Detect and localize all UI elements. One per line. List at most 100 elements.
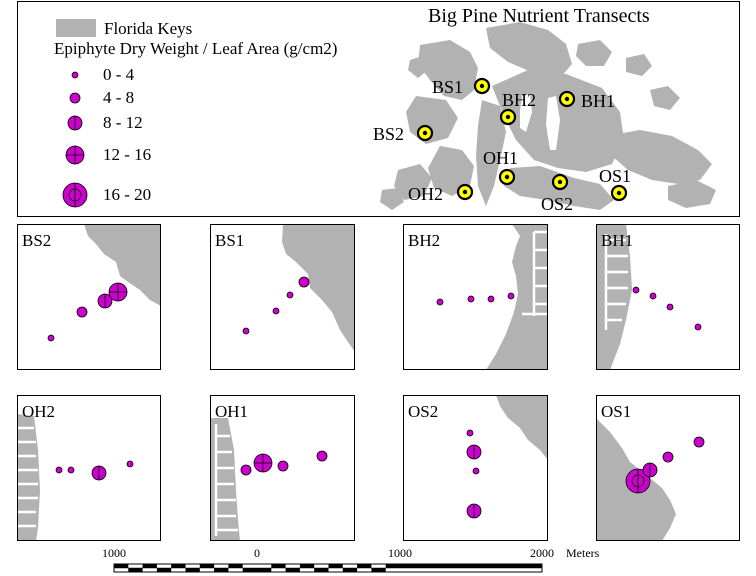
sample-marker: [76, 306, 88, 318]
scale-tick-label: 1000: [102, 546, 126, 560]
panel-frame: [596, 395, 740, 541]
sample-marker: [298, 276, 310, 288]
sample-marker: [69, 92, 81, 104]
panel-label-bs1: BS1: [215, 231, 244, 250]
panel-label-oh2: OH2: [22, 402, 55, 421]
scale-tick-label: 0: [254, 546, 260, 560]
legend-land-label: Florida Keys: [104, 19, 192, 38]
legend-class-label: 16 - 20: [103, 185, 151, 204]
sample-marker: [466, 503, 482, 519]
panel-frame: [17, 395, 161, 541]
panel-land-bh2: [486, 224, 548, 370]
panel-frame: [403, 395, 548, 541]
sample-marker: [625, 468, 651, 494]
map-title: Big Pine Nutrient Transects: [428, 5, 650, 27]
sample-marker: [466, 444, 482, 460]
site-marker-oh1: [498, 168, 516, 186]
site-marker-bs1: [473, 77, 491, 95]
panel-land-oh1: [210, 418, 240, 541]
legend-class-label: 8 - 12: [103, 113, 143, 132]
sample-marker: [65, 145, 85, 165]
legend-symbols: [62, 71, 88, 208]
legend-class-label: 0 - 4: [103, 65, 135, 84]
panel-label-os2: OS2: [408, 402, 438, 421]
sample-marker: [693, 436, 705, 448]
sample-marker: [436, 298, 444, 306]
panel-label-os1: OS1: [601, 402, 631, 421]
panel-frame: [210, 395, 355, 541]
sample-marker: [507, 292, 515, 300]
site-marker-os1: [610, 184, 628, 202]
sample-marker: [71, 71, 79, 79]
overview-map: BS1 BH2 BH1 BS2 OH1 OH2 OS2 OS1 Big Pine Nutrie…: [373, 5, 716, 214]
panel-land-bh1: [596, 224, 632, 370]
sample-marker: [662, 451, 674, 463]
panel-samples: [47, 276, 705, 519]
sample-marker: [649, 292, 657, 300]
panel-label-bh2: BH2: [408, 231, 440, 250]
panel-frames: [17, 1, 740, 541]
legend-class-label: 4 - 8: [103, 88, 134, 107]
site-marker-os2: [551, 173, 569, 191]
site-marker-bs2: [416, 124, 434, 142]
sample-marker: [277, 460, 289, 472]
sample-marker: [108, 282, 128, 302]
legend-land-swatch: [56, 19, 96, 37]
sample-marker: [316, 450, 328, 462]
panel-label-oh1: OH1: [215, 402, 248, 421]
sample-marker: [286, 291, 294, 299]
panel-land-oh2: [17, 414, 40, 541]
panel-label-bs2: BS2: [22, 231, 51, 250]
site-marker-bh1: [558, 90, 576, 108]
sample-marker: [694, 323, 702, 331]
sample-marker: [467, 295, 475, 303]
sample-marker: [91, 465, 107, 481]
site-label: BH2: [502, 90, 536, 110]
scale-bar: 1000 0 1000 2000 Meters: [102, 546, 600, 573]
sample-marker: [67, 115, 83, 131]
site-label: BS2: [373, 124, 404, 144]
site-label: OH2: [408, 184, 443, 204]
legend: Florida Keys Epiphyte Dry Weight / Leaf …: [54, 19, 337, 208]
panel-label-bh1: BH1: [601, 231, 633, 250]
site-label: BS1: [432, 77, 463, 97]
site-label: BH1: [581, 91, 615, 111]
panel-frame: [403, 224, 548, 370]
site-label: OS1: [599, 166, 631, 186]
sample-marker: [126, 460, 134, 468]
sample-marker: [240, 464, 252, 476]
sample-marker: [242, 327, 250, 335]
sample-marker: [632, 286, 640, 294]
overview-frame: [17, 1, 740, 217]
sample-marker: [487, 295, 495, 303]
sample-marker: [253, 453, 273, 473]
site-label: OH1: [483, 148, 518, 168]
sample-marker: [466, 429, 474, 437]
site-marker-oh2: [456, 183, 474, 201]
panel-labels: BS2 BS1 BH2 BH1 OH2 OH1 OS2 OS1: [22, 231, 633, 421]
sample-marker: [67, 466, 75, 474]
legend-size-title: Epiphyte Dry Weight / Leaf Area (g/cm2): [54, 39, 337, 58]
sample-marker: [97, 293, 113, 309]
overview-land: [380, 22, 716, 210]
panel-frame: [210, 224, 355, 370]
sample-marker: [472, 467, 480, 475]
site-label: OS2: [541, 194, 573, 214]
scale-bar-segments: [113, 563, 543, 573]
overview-site-markers: BS1 BH2 BH1 BS2 OH1 OH2 OS2 OS1: [373, 77, 631, 214]
sample-marker: [666, 303, 674, 311]
panel-land-os2: [496, 395, 548, 460]
sample-marker: [62, 182, 88, 208]
site-marker-bh2: [499, 108, 517, 126]
sample-marker: [47, 334, 55, 342]
panel-frame: [596, 224, 740, 370]
scale-tick-label: 1000: [388, 546, 412, 560]
legend-class-label: 12 - 16: [103, 145, 151, 164]
scale-tick-label: 2000: [530, 546, 554, 560]
sample-marker: [642, 462, 658, 478]
sample-marker: [55, 466, 63, 474]
panel-land-bs2: [84, 224, 161, 306]
sample-marker: [272, 307, 280, 315]
panel-frame: [17, 224, 161, 370]
scale-unit-label: Meters: [566, 546, 600, 560]
